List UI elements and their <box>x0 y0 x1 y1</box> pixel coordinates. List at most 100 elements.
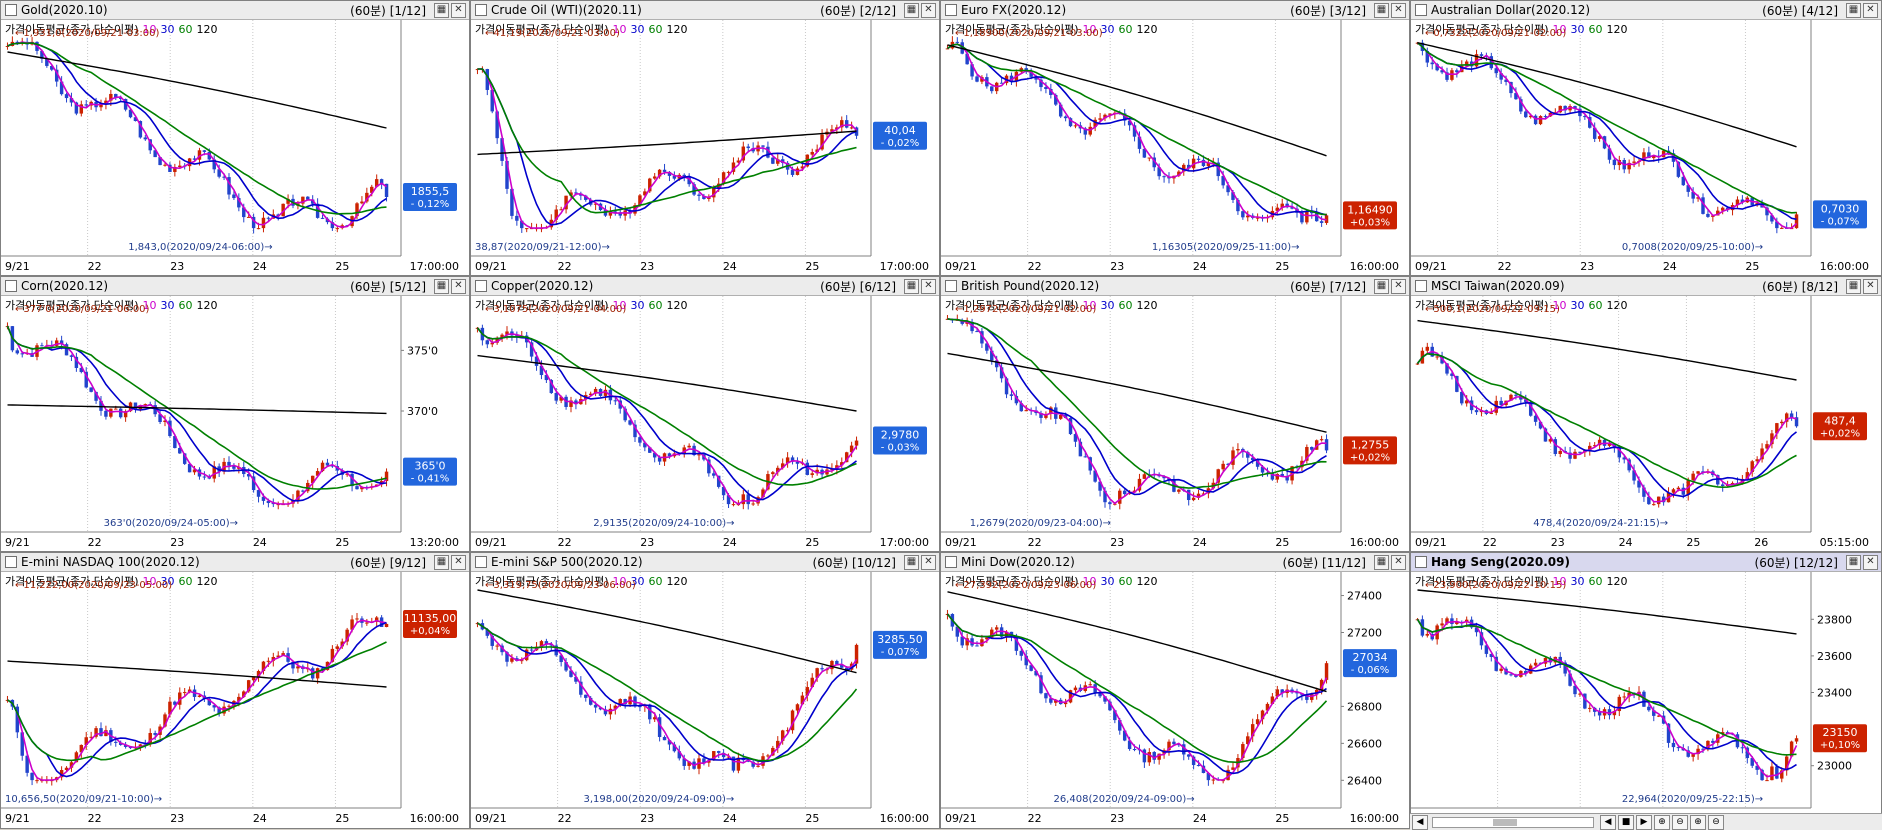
panel-checkbox[interactable] <box>945 4 957 16</box>
panel-titlebar[interactable]: E-mini NASDAQ 100(2020.12) (60분) [9/12] ▦ ✕ <box>1 553 469 572</box>
candle-body <box>776 467 780 473</box>
ma120-line <box>947 44 1327 157</box>
panel-titlebar[interactable]: Euro FX(2020.12) (60분) [3/12] ▦ ✕ <box>941 1 1409 20</box>
candle-body <box>1656 715 1661 717</box>
chart-panel[interactable]: Crude Oil (WTI)(2020.11) (60분) [2/12] ▦ ✕ 가격… <box>470 0 940 276</box>
zoom-out-icon[interactable]: ⊖ <box>1672 814 1688 830</box>
candle-body <box>133 117 138 122</box>
settings-icon[interactable]: ▦ <box>1374 2 1389 18</box>
settings-icon[interactable]: ▦ <box>434 554 449 570</box>
panel-titlebar[interactable]: Gold(2020.10) (60분) [1/12] ▦ ✕ <box>1 1 469 20</box>
candle-body <box>227 461 231 466</box>
scroll-left-button[interactable]: ◀ <box>1412 814 1428 830</box>
close-icon[interactable]: ✕ <box>1863 278 1878 294</box>
settings-icon[interactable]: ▦ <box>1846 278 1861 294</box>
settings-icon[interactable]: ▦ <box>434 278 449 294</box>
close-icon[interactable]: ✕ <box>1863 554 1878 570</box>
scroll-thumb[interactable] <box>1493 818 1517 826</box>
settings-icon[interactable]: ▦ <box>904 554 919 570</box>
panel-titlebar[interactable]: Crude Oil (WTI)(2020.11) (60분) [2/12] ▦ ✕ <box>471 1 939 20</box>
candle-body <box>1068 118 1073 127</box>
panel-titlebar[interactable]: Mini Dow(2020.12) (60분) [11/12] ▦ ✕ <box>941 553 1409 572</box>
x-tick-label: 25 <box>1686 536 1700 549</box>
scroll-left-button-2[interactable]: ◀ <box>1600 814 1616 830</box>
stop-button[interactable]: ■ <box>1618 814 1634 830</box>
panel-checkbox[interactable] <box>475 280 487 292</box>
scroll-track[interactable] <box>1432 816 1594 828</box>
panel-checkbox[interactable] <box>1415 556 1427 568</box>
settings-icon[interactable]: ▦ <box>1374 278 1389 294</box>
chart-panel[interactable]: Copper(2020.12) (60분) [6/12] ▦ ✕ 가격이동평균(종가,단… <box>470 276 940 552</box>
panel-checkbox[interactable] <box>5 280 17 292</box>
chart-panel[interactable]: MSCI Taiwan(2020.09) (60분) [8/12] ▦ ✕ 가격이동평균… <box>1410 276 1882 552</box>
x-tick-label: 22 <box>88 812 102 825</box>
close-icon[interactable]: ✕ <box>1391 278 1406 294</box>
candle-body <box>1319 221 1324 223</box>
legend-ma-10: 10 <box>612 23 627 36</box>
panel-titlebar[interactable]: Australian Dollar(2020.12) (60분) [4/12] ▦ ✕ <box>1411 1 1881 20</box>
ma30-line <box>6 325 387 502</box>
chart-panel[interactable]: Corn(2020.12) (60분) [5/12] ▦ ✕ 가격이동평균(종가,단순이… <box>0 276 470 552</box>
candle-body <box>192 469 197 473</box>
zoom-out-icon-2[interactable]: ⊖ <box>1708 814 1724 830</box>
panel-titlebar[interactable]: British Pound(2020.12) (60분) [7/12] ▦ ✕ <box>941 277 1409 296</box>
candle-body <box>1152 752 1156 760</box>
chart-panel[interactable]: E-mini S&P 500(2020.12) (60분) [10/12] ▦ ✕ 가격… <box>470 552 940 829</box>
chart-panel[interactable]: E-mini NASDAQ 100(2020.12) (60분) [9/12] ▦ ✕… <box>0 552 470 829</box>
ma30-line <box>1416 352 1797 498</box>
chart-panel[interactable]: Euro FX(2020.12) (60분) [3/12] ▦ ✕ 가격이동평균(종가,… <box>940 0 1410 276</box>
panel-titlebar[interactable]: E-mini S&P 500(2020.12) (60분) [10/12] ▦ ✕ <box>471 553 939 572</box>
candle-body <box>242 691 246 697</box>
chart-panel[interactable]: Australian Dollar(2020.12) (60분) [4/12] ▦ ✕… <box>1410 0 1882 276</box>
zoom-in-icon[interactable]: ⊕ <box>1654 814 1670 830</box>
candle-body <box>1716 210 1720 216</box>
zoom-in-icon-2[interactable]: ⊕ <box>1690 814 1706 830</box>
close-icon[interactable]: ✕ <box>451 554 466 570</box>
candle-body <box>251 476 256 491</box>
panel-checkbox[interactable] <box>5 556 17 568</box>
scroll-right-button[interactable]: ▶ <box>1636 814 1652 830</box>
close-icon[interactable]: ✕ <box>1391 554 1406 570</box>
close-icon[interactable]: ✕ <box>921 2 936 18</box>
panel-checkbox[interactable] <box>1415 280 1427 292</box>
chart-panel[interactable]: Gold(2020.10) (60분) [1/12] ▦ ✕ 가격이동평균(종가,단순이… <box>0 0 470 276</box>
settings-icon[interactable]: ▦ <box>1846 554 1861 570</box>
panel-checkbox[interactable] <box>5 4 17 16</box>
close-icon[interactable]: ✕ <box>451 2 466 18</box>
chart-panel[interactable]: British Pound(2020.12) (60분) [7/12] ▦ ✕ 가격이동… <box>940 276 1410 552</box>
settings-icon[interactable]: ▦ <box>904 2 919 18</box>
candle-body <box>1445 72 1449 80</box>
chart-panel[interactable]: Hang Seng(2020.09) (60분) [12/12] ▦ ✕ 가격이동평균(… <box>1410 552 1882 829</box>
close-icon[interactable]: ✕ <box>1391 2 1406 18</box>
ma10-line <box>1416 618 1798 778</box>
candle-body <box>1765 207 1769 216</box>
candle-body <box>490 89 494 112</box>
close-icon[interactable]: ✕ <box>1863 2 1878 18</box>
candle-body <box>1226 463 1230 465</box>
chart-panel[interactable]: Mini Dow(2020.12) (60분) [11/12] ▦ ✕ 가격이동평균(종… <box>940 552 1410 829</box>
panel-checkbox[interactable] <box>475 4 487 16</box>
settings-icon[interactable]: ▦ <box>904 278 919 294</box>
panel-checkbox[interactable] <box>945 556 957 568</box>
x-tick-label: 25 <box>1745 260 1759 273</box>
candle-body <box>766 146 770 158</box>
candle-body <box>123 98 128 110</box>
panel-checkbox[interactable] <box>945 280 957 292</box>
current-price: 365'0 <box>414 460 445 473</box>
settings-icon[interactable]: ▦ <box>434 2 449 18</box>
panel-titlebar[interactable]: MSCI Taiwan(2020.09) (60분) [8/12] ▦ ✕ <box>1411 277 1881 296</box>
settings-icon[interactable]: ▦ <box>1374 554 1389 570</box>
time-scrollbar[interactable]: ◀ ◀ ■ ▶ ⊕ ⊖ ⊕ ⊖ <box>1410 813 1882 830</box>
panel-titlebar[interactable]: Corn(2020.12) (60분) [5/12] ▦ ✕ <box>1 277 469 296</box>
candle-body <box>256 490 261 497</box>
close-icon[interactable]: ✕ <box>451 278 466 294</box>
panel-checkbox[interactable] <box>475 556 487 568</box>
candle-body <box>810 677 814 688</box>
close-icon[interactable]: ✕ <box>921 554 936 570</box>
panel-titlebar[interactable]: Hang Seng(2020.09) (60분) [12/12] ▦ ✕ <box>1411 553 1881 572</box>
candle-body <box>970 64 974 77</box>
settings-icon[interactable]: ▦ <box>1846 2 1861 18</box>
close-icon[interactable]: ✕ <box>921 278 936 294</box>
panel-titlebar[interactable]: Copper(2020.12) (60분) [6/12] ▦ ✕ <box>471 277 939 296</box>
panel-checkbox[interactable] <box>1415 4 1427 16</box>
